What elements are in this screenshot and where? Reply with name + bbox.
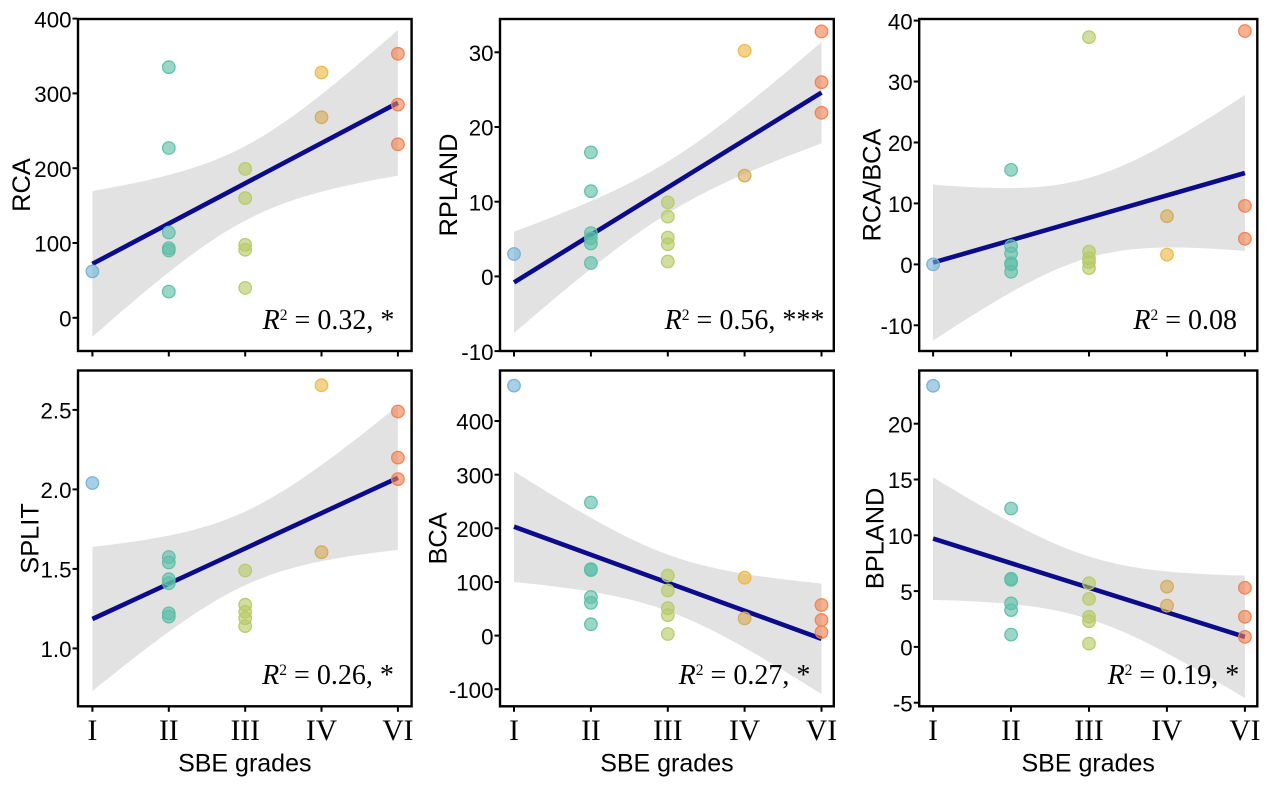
svg-text:10: 10: [888, 192, 913, 217]
svg-text:SBE grades: SBE grades: [178, 750, 311, 778]
svg-text:R2 = 0.27, *: R2 = 0.27, *: [678, 660, 811, 691]
svg-text:II: II: [159, 715, 179, 747]
svg-text:20: 20: [888, 412, 913, 437]
svg-text:SBE grades: SBE grades: [1021, 750, 1154, 778]
svg-text:20: 20: [469, 116, 494, 141]
svg-text:I: I: [928, 715, 938, 747]
svg-text:III: III: [653, 715, 682, 747]
svg-text:15: 15: [888, 468, 913, 493]
svg-text:20: 20: [888, 131, 913, 156]
svg-text:300: 300: [34, 82, 71, 107]
svg-text:VI: VI: [806, 715, 837, 747]
svg-text:R2 = 0.26, *: R2 = 0.26, *: [261, 660, 394, 691]
svg-text:IV: IV: [729, 715, 760, 747]
svg-text:10: 10: [888, 524, 913, 549]
svg-text:-10: -10: [461, 340, 493, 365]
svg-text:100: 100: [456, 571, 493, 596]
svg-text:RPLAND: RPLAND: [435, 133, 463, 236]
svg-text:III: III: [230, 715, 259, 747]
svg-text:BPLAND: BPLAND: [862, 488, 890, 590]
svg-text:R2 = 0.08: R2 = 0.08: [1132, 305, 1237, 336]
svg-text:40: 40: [888, 9, 913, 34]
svg-text:I: I: [87, 715, 97, 747]
svg-text:RCA: RCA: [8, 158, 36, 212]
svg-text:IV: IV: [1151, 715, 1182, 747]
svg-text:200: 200: [34, 157, 71, 182]
svg-text:-100: -100: [449, 678, 494, 703]
svg-text:-10: -10: [880, 314, 912, 339]
svg-text:I: I: [509, 715, 519, 747]
svg-text:R2 = 0.56, ***: R2 = 0.56, ***: [664, 305, 825, 336]
svg-text:200: 200: [456, 517, 493, 542]
svg-text:30: 30: [888, 70, 913, 95]
svg-text:0: 0: [59, 307, 71, 332]
svg-text:5: 5: [900, 580, 912, 605]
svg-text:SPLIT: SPLIT: [17, 503, 45, 574]
svg-text:1.0: 1.0: [41, 637, 72, 662]
svg-text:RCA/BCA: RCA/BCA: [859, 129, 887, 242]
svg-text:300: 300: [456, 463, 493, 488]
svg-text:100: 100: [34, 232, 71, 257]
svg-text:0: 0: [900, 253, 912, 278]
svg-text:0: 0: [481, 624, 493, 649]
svg-text:III: III: [1074, 715, 1103, 747]
svg-text:2.5: 2.5: [41, 399, 72, 424]
svg-text:II: II: [1001, 715, 1021, 747]
svg-text:0: 0: [900, 636, 912, 661]
svg-text:IV: IV: [306, 715, 337, 747]
svg-text:R2 = 0.19, *: R2 = 0.19, *: [1107, 660, 1240, 691]
svg-text:1.5: 1.5: [41, 558, 72, 583]
svg-text:BCA: BCA: [425, 512, 453, 564]
svg-text:400: 400: [456, 410, 493, 435]
svg-text:VI: VI: [382, 715, 413, 747]
svg-text:400: 400: [34, 7, 71, 32]
svg-text:10: 10: [469, 190, 494, 215]
svg-text:30: 30: [469, 41, 494, 66]
svg-text:2.0: 2.0: [41, 478, 72, 503]
svg-text:R2 = 0.32, *: R2 = 0.32, *: [262, 305, 395, 336]
svg-text:0: 0: [481, 265, 493, 290]
svg-text:VI: VI: [1229, 715, 1260, 747]
svg-text:II: II: [581, 715, 601, 747]
svg-text:-5: -5: [893, 691, 913, 716]
svg-text:SBE grades: SBE grades: [600, 750, 733, 778]
